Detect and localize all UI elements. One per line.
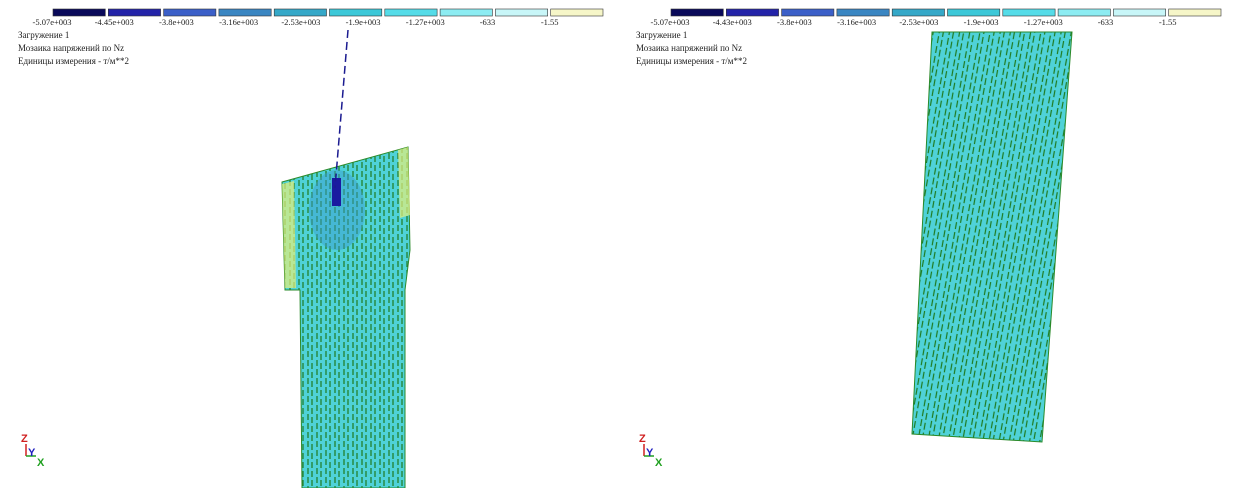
legend-swatch [440, 9, 492, 16]
axis-label-y: Y [646, 447, 654, 459]
legend-label: -5.07e+003 [32, 17, 71, 27]
axis-label-y: Y [28, 447, 36, 459]
legend-label: -3.8e+003 [159, 17, 194, 27]
legend-swatch [385, 9, 437, 16]
legend-label: -1.27e+003 [406, 17, 445, 27]
legend-swatch [274, 9, 326, 16]
info-line: Загружение 1 [18, 30, 69, 40]
mesh-model [912, 32, 1072, 442]
legend-swatch [782, 9, 834, 16]
legend-swatch [164, 9, 216, 16]
screen: -5.07e+003-4.45e+003-3.8e+003-3.16e+003-… [0, 0, 1236, 488]
legend-label: -2.53e+003 [281, 17, 320, 27]
info-line: Загружение 1 [636, 30, 687, 40]
legend-swatch [495, 9, 547, 16]
legend-label: -1.27e+003 [1024, 17, 1063, 27]
legend-label: -3.16e+003 [219, 17, 258, 27]
legend-swatch [837, 9, 889, 16]
info-line: Мозаика напряжений по Nz [636, 43, 742, 53]
legend-label: -633 [1098, 17, 1114, 27]
legend-label: -3.8e+003 [777, 17, 812, 27]
legend-label: -633 [480, 17, 496, 27]
legend-swatch [892, 9, 944, 16]
legend-swatch [53, 9, 105, 16]
viewport-right: -5.07e+003 -4.43e+003 -3.8e+003 -3.16e+003 -… [618, 0, 1236, 488]
info-line: Единицы измерения - т/м**2 [636, 56, 747, 66]
legend-swatch [1003, 9, 1055, 16]
legend-swatch [1113, 9, 1165, 16]
legend-label: -4.45e+003 [95, 17, 134, 27]
legend-swatch [1058, 9, 1110, 16]
info-line: Единицы измерения - т/м**2 [18, 56, 129, 66]
axis-label-x: X [37, 457, 45, 469]
legend-swatch [726, 9, 778, 16]
stress-zone [398, 147, 410, 218]
legend-label: -1.55 [1159, 17, 1177, 27]
viewport-left: -5.07e+003 -4.45e+003 -3.8e+003 -3.16e+003 -… [0, 0, 618, 488]
axis-label-z: Z [21, 433, 28, 445]
legend-label: -1.9e+003 [346, 17, 381, 27]
axis-label-z: Z [639, 433, 646, 445]
legend-swatch [219, 9, 271, 16]
legend-label: -4.43e+003 [713, 17, 752, 27]
legend-swatch [1169, 9, 1221, 16]
info-line: Мозаика напряжений по Nz [18, 43, 124, 53]
axis-label-x: X [655, 457, 663, 469]
legend-swatch [551, 9, 603, 16]
legend-label: -2.53e+003 [899, 17, 938, 27]
legend-label: -1.55 [541, 17, 559, 27]
legend-swatch [948, 9, 1000, 16]
legend-swatch [330, 9, 382, 16]
legend-swatch [671, 9, 723, 16]
legend-label: -1.9e+003 [964, 17, 999, 27]
legend-swatch [108, 9, 160, 16]
stress-peak [332, 178, 341, 206]
legend-label: -5.07e+003 [650, 17, 689, 27]
legend-label: -3.16e+003 [837, 17, 876, 27]
